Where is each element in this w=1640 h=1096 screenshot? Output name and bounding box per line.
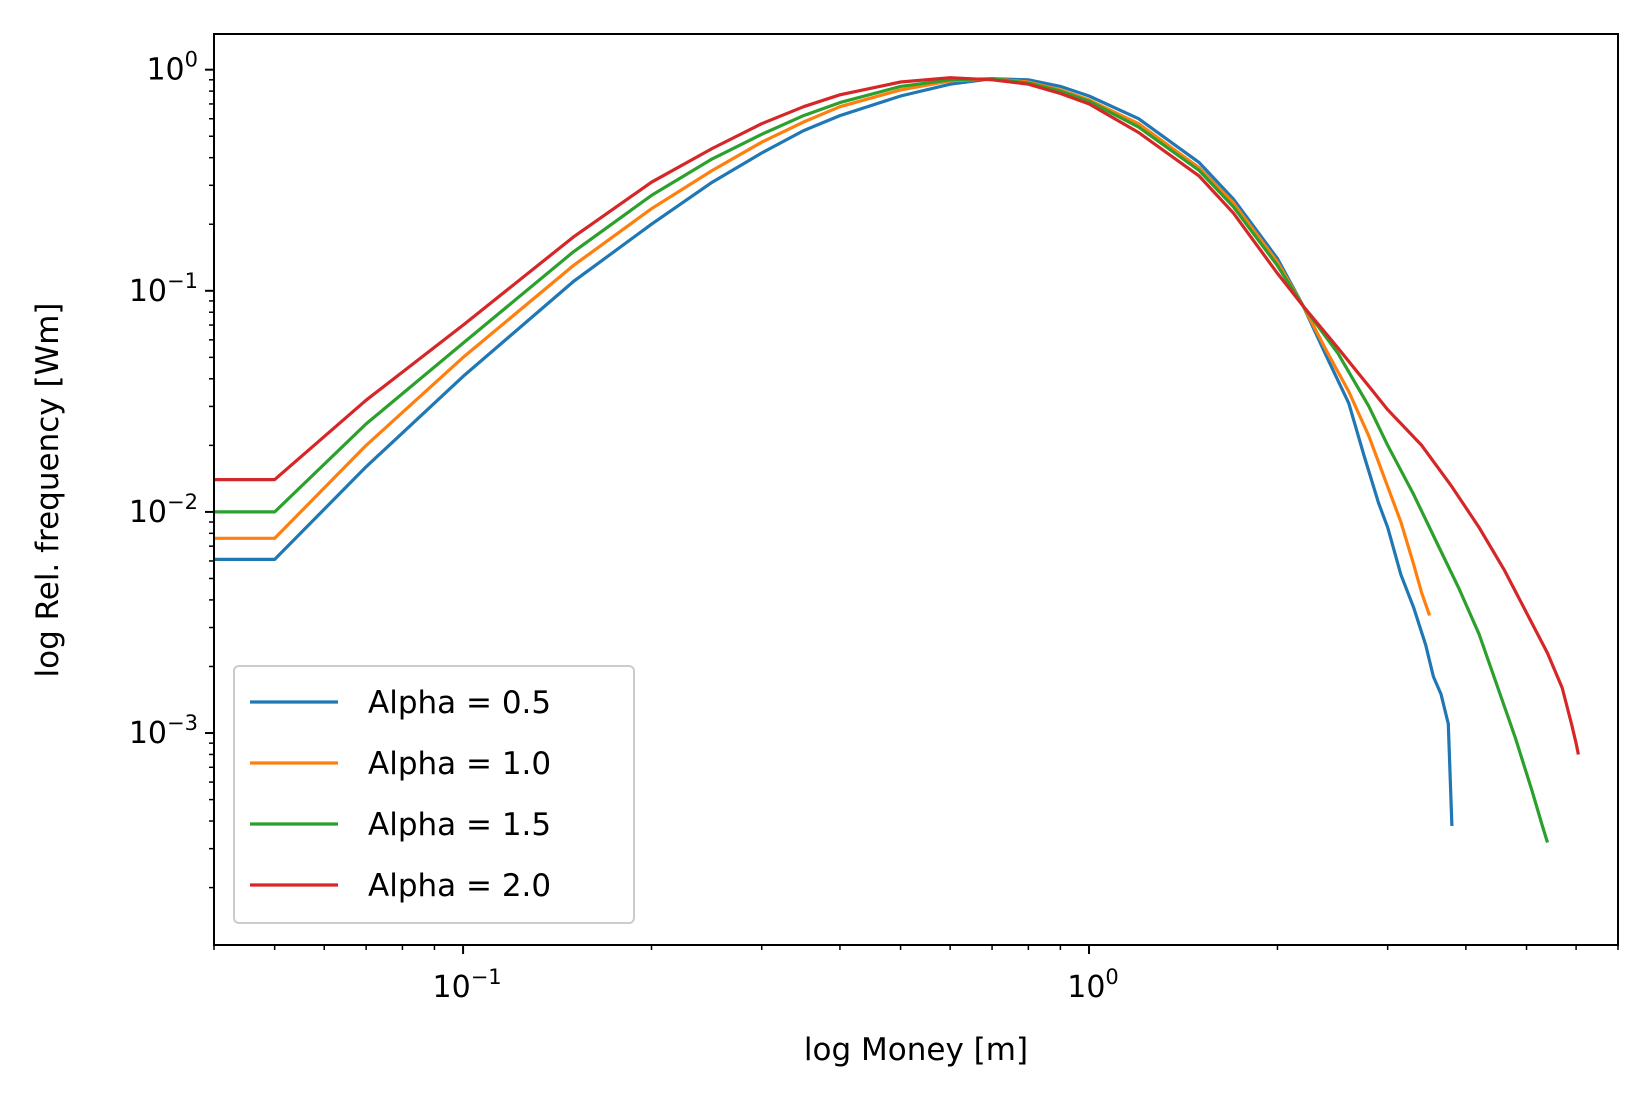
series-line-3 xyxy=(214,77,1550,843)
legend-label-1: Alpha = 0.5 xyxy=(368,685,551,721)
y-tick-label: 100 xyxy=(146,48,198,88)
x-tick-label: 10−1 xyxy=(433,965,502,1005)
y-axis-label: log Rel. frequency [Wm] xyxy=(30,302,66,677)
plot-frame xyxy=(213,33,1619,946)
legend-label-4: Alpha = 2.0 xyxy=(368,868,551,904)
legend-label-2: Alpha = 1.0 xyxy=(368,746,551,782)
legend: Alpha = 0.5 Alpha = 1.0 Alpha = 1.5 Alpha =… xyxy=(233,665,635,924)
legend-box xyxy=(233,665,635,924)
series-layer xyxy=(214,76,1580,843)
ticks-layer: 10−1 100 10−3 10−2 10−1 100 xyxy=(129,48,1619,1005)
x-axis-label: log Money [m] xyxy=(804,1032,1028,1068)
y-tick-label: 10−2 xyxy=(129,490,198,530)
x-tick-label: 100 xyxy=(1067,965,1119,1005)
y-tick-label: 10−1 xyxy=(129,269,198,309)
series-line-1 xyxy=(214,77,1454,827)
y-tick-label: 10−3 xyxy=(129,711,198,751)
legend-label-3: Alpha = 1.5 xyxy=(368,807,551,843)
series-line-4 xyxy=(214,76,1580,755)
